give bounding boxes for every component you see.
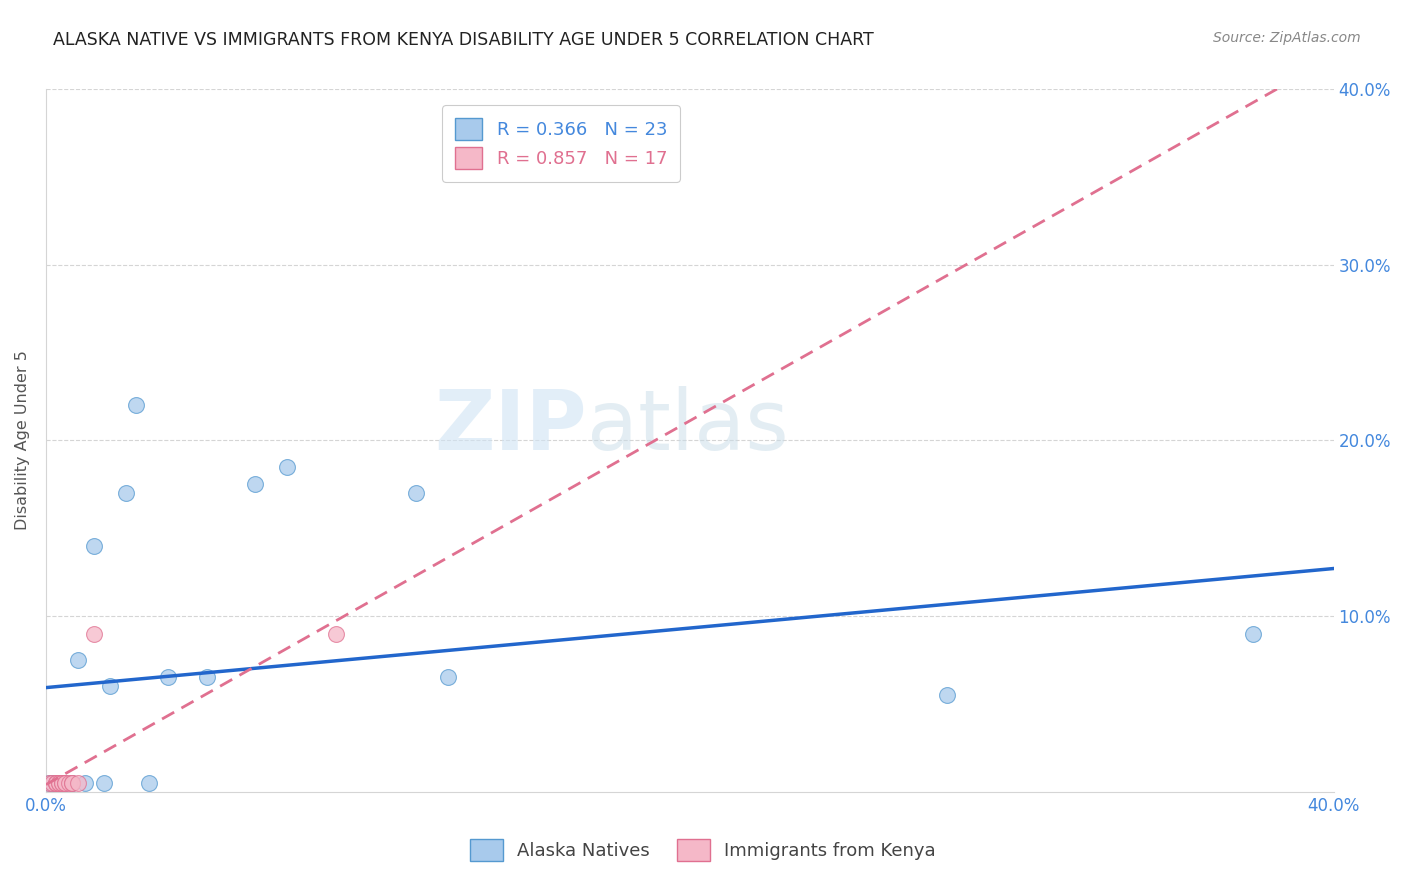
Text: Source: ZipAtlas.com: Source: ZipAtlas.com	[1213, 31, 1361, 45]
Point	[73, 776, 96, 790]
Point	[98, 679, 121, 693]
Point	[1241, 626, 1264, 640]
Point	[38, 776, 60, 790]
Point	[83, 539, 105, 553]
Point	[45, 776, 67, 790]
Point	[45, 776, 67, 790]
Point	[60, 776, 83, 790]
Point	[936, 688, 959, 702]
Point	[93, 776, 115, 790]
Point	[58, 776, 80, 790]
Point	[41, 776, 63, 790]
Point	[45, 776, 67, 790]
Point	[125, 398, 148, 412]
Y-axis label: Disability Age Under 5: Disability Age Under 5	[15, 351, 30, 530]
Point	[60, 776, 83, 790]
Point	[38, 776, 60, 790]
Point	[437, 671, 460, 685]
Point	[41, 776, 63, 790]
Point	[276, 459, 298, 474]
Text: ALASKA NATIVE VS IMMIGRANTS FROM KENYA DISABILITY AGE UNDER 5 CORRELATION CHART: ALASKA NATIVE VS IMMIGRANTS FROM KENYA D…	[53, 31, 875, 49]
Legend: R = 0.366   N = 23, R = 0.857   N = 17: R = 0.366 N = 23, R = 0.857 N = 17	[443, 105, 679, 181]
Text: ZIP: ZIP	[434, 385, 586, 467]
Point	[67, 653, 90, 667]
Point	[45, 776, 67, 790]
Point	[51, 776, 73, 790]
Point	[51, 776, 73, 790]
Point	[53, 776, 76, 790]
Point	[83, 626, 105, 640]
Point	[115, 486, 138, 500]
Point	[53, 776, 76, 790]
Point	[245, 477, 267, 491]
Point	[325, 626, 347, 640]
Legend: Alaska Natives, Immigrants from Kenya: Alaska Natives, Immigrants from Kenya	[460, 829, 946, 872]
Point	[195, 671, 218, 685]
Text: atlas: atlas	[586, 385, 789, 467]
Point	[138, 776, 160, 790]
Point	[53, 776, 76, 790]
Point	[48, 776, 70, 790]
Point	[48, 776, 70, 790]
Point	[51, 776, 73, 790]
Point	[60, 776, 83, 790]
Point	[67, 776, 90, 790]
Point	[157, 671, 180, 685]
Point	[405, 486, 427, 500]
Point	[48, 776, 70, 790]
